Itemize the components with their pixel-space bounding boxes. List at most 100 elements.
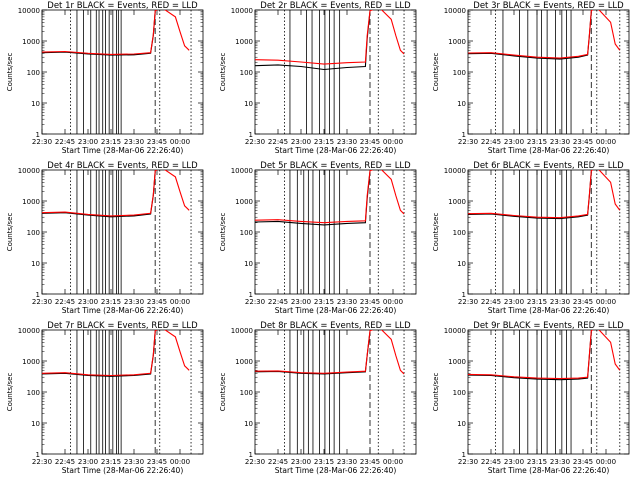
plot-area — [42, 10, 192, 134]
x-tick-label: 23:45 — [147, 298, 167, 306]
x-tick-label: 23:30 — [124, 298, 144, 306]
y-tick-label: 10000 — [444, 167, 466, 175]
x-tick-label: 00:00 — [170, 138, 190, 146]
x-tick-label: 22:45 — [268, 138, 288, 146]
plot-area — [468, 330, 621, 454]
x-axis-label: Start Time (28-Mar-06 22:26:40) — [62, 306, 184, 315]
x-tick-label: 23:00 — [78, 298, 98, 306]
chart-title: Det 6r BLACK = Events, RED = LLD — [473, 161, 624, 171]
lld-series-line — [255, 170, 405, 224]
x-tick-label: 23:00 — [291, 298, 311, 306]
x-tick-label: 23:15 — [527, 138, 547, 146]
y-tick-label: 100 — [240, 389, 253, 397]
x-axis-label: Start Time (28-Mar-06 22:26:40) — [275, 466, 397, 475]
y-tick-label: 10 — [31, 420, 40, 428]
detector-chart-5: Det 5r BLACK = Events, RED = LLD 1 10 100 10… — [219, 161, 417, 315]
x-tick-label: 22:30 — [458, 138, 478, 146]
x-tick-label: 23:00 — [78, 138, 98, 146]
y-tick-label: 10 — [457, 420, 466, 428]
x-axis-label: Start Time (28-Mar-06 22:26:40) — [275, 306, 397, 315]
x-tick-label: 22:45 — [55, 138, 75, 146]
detector-chart-4: Det 4r BLACK = Events, RED = LLD 1 10 100 10… — [6, 161, 204, 315]
x-tick-label: 22:30 — [32, 458, 52, 466]
x-tick-label: 23:15 — [314, 458, 334, 466]
y-tick-label: 1 — [249, 291, 253, 299]
x-tick-label: 00:00 — [170, 458, 190, 466]
events-series-line — [468, 171, 592, 220]
chart-title: Det 5r BLACK = Events, RED = LLD — [260, 161, 411, 171]
x-tick-label: 23:30 — [337, 138, 357, 146]
y-tick-label: 1 — [36, 131, 40, 139]
x-tick-label: 23:30 — [550, 298, 570, 306]
x-tick-label: 23:15 — [101, 138, 121, 146]
y-tick-label: 1 — [462, 451, 466, 459]
y-tick-label: 100 — [27, 389, 40, 397]
detector-chart-6: Det 6r BLACK = Events, RED = LLD 1 10 100 10… — [432, 161, 630, 315]
x-tick-label: 00:00 — [170, 298, 190, 306]
y-tick-label: 100 — [240, 69, 253, 77]
lld-series-line — [255, 330, 405, 375]
x-tick-label: 22:45 — [55, 458, 75, 466]
x-tick-label: 22:30 — [245, 298, 265, 306]
y-tick-label: 100 — [453, 69, 466, 77]
events-series-line — [255, 331, 371, 375]
x-tick-label: 00:00 — [596, 298, 616, 306]
x-tick-label: 22:30 — [458, 298, 478, 306]
x-tick-label: 23:45 — [147, 138, 167, 146]
x-axis-label: Start Time (28-Mar-06 22:26:40) — [275, 146, 397, 155]
x-tick-label: 23:00 — [504, 298, 524, 306]
y-tick-label: 100 — [240, 229, 253, 237]
y-tick-label: 100 — [453, 389, 466, 397]
x-tick-label: 22:30 — [32, 138, 52, 146]
x-tick-label: 23:00 — [78, 458, 98, 466]
y-tick-label: 1 — [249, 131, 253, 139]
x-axis-label: Start Time (28-Mar-06 22:26:40) — [62, 466, 184, 475]
detector-chart-8: Det 8r BLACK = Events, RED = LLD 1 10 100 10… — [219, 321, 417, 475]
y-tick-label: 1 — [36, 291, 40, 299]
y-axis-label: Counts/sec — [432, 213, 440, 252]
y-tick-label: 1000 — [22, 358, 40, 366]
lld-series-line — [468, 330, 621, 380]
y-tick-label: 1000 — [22, 38, 40, 46]
x-tick-label: 00:00 — [596, 138, 616, 146]
y-tick-label: 10000 — [18, 7, 40, 15]
y-tick-label: 1000 — [448, 38, 466, 46]
y-tick-label: 1 — [249, 451, 253, 459]
y-axis-label: Counts/sec — [6, 373, 14, 412]
y-tick-label: 1000 — [448, 358, 466, 366]
x-axis-label: Start Time (28-Mar-06 22:26:40) — [62, 146, 184, 155]
detector-chart-1: Det 1r BLACK = Events, RED = LLD 1 10 100 10… — [6, 1, 204, 155]
plot-frame — [254, 9, 417, 135]
x-tick-label: 23:45 — [360, 458, 380, 466]
events-series-line — [468, 11, 592, 60]
y-tick-label: 10 — [457, 260, 466, 268]
x-tick-label: 22:30 — [245, 138, 265, 146]
x-tick-label: 22:45 — [268, 298, 288, 306]
y-tick-label: 10 — [31, 100, 40, 108]
y-axis-label: Counts/sec — [432, 53, 440, 92]
detector-chart-9: Det 9r BLACK = Events, RED = LLD 1 10 100 10… — [432, 321, 630, 475]
x-tick-label: 23:15 — [314, 298, 334, 306]
plot-area — [255, 10, 405, 134]
detector-chart-7: Det 7r BLACK = Events, RED = LLD 1 10 100 10… — [6, 321, 204, 475]
y-tick-label: 1000 — [235, 198, 253, 206]
events-series-line — [468, 331, 592, 381]
x-tick-label: 23:15 — [101, 298, 121, 306]
x-tick-label: 22:45 — [481, 138, 501, 146]
plot-frame — [467, 329, 630, 455]
detector-chart-3: Det 3r BLACK = Events, RED = LLD 1 10 100 10… — [432, 1, 630, 155]
y-tick-label: 10000 — [444, 327, 466, 335]
y-tick-label: 1000 — [235, 358, 253, 366]
x-tick-label: 23:30 — [550, 138, 570, 146]
x-tick-label: 23:30 — [124, 458, 144, 466]
x-axis-label: Start Time (28-Mar-06 22:26:40) — [488, 306, 610, 315]
x-tick-label: 23:30 — [337, 458, 357, 466]
x-tick-label: 23:30 — [337, 298, 357, 306]
lld-series-line — [468, 170, 621, 219]
events-series-line — [255, 171, 371, 226]
plot-area — [42, 330, 192, 454]
chart-title: Det 9r BLACK = Events, RED = LLD — [473, 321, 624, 331]
x-tick-label: 23:15 — [314, 138, 334, 146]
lld-series-line — [42, 330, 190, 377]
